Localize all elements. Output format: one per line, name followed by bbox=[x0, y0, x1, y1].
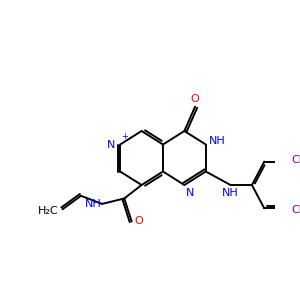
Text: NH: NH bbox=[222, 188, 239, 198]
Text: Cl: Cl bbox=[292, 206, 300, 215]
Text: NH: NH bbox=[85, 199, 102, 209]
Text: O: O bbox=[191, 94, 200, 104]
Text: N: N bbox=[186, 188, 195, 198]
Text: NH: NH bbox=[208, 136, 225, 146]
Text: H₂C: H₂C bbox=[38, 206, 59, 216]
Text: Cl: Cl bbox=[292, 154, 300, 165]
Text: O: O bbox=[134, 216, 143, 226]
Text: N: N bbox=[107, 140, 116, 149]
Text: +: + bbox=[121, 132, 128, 141]
